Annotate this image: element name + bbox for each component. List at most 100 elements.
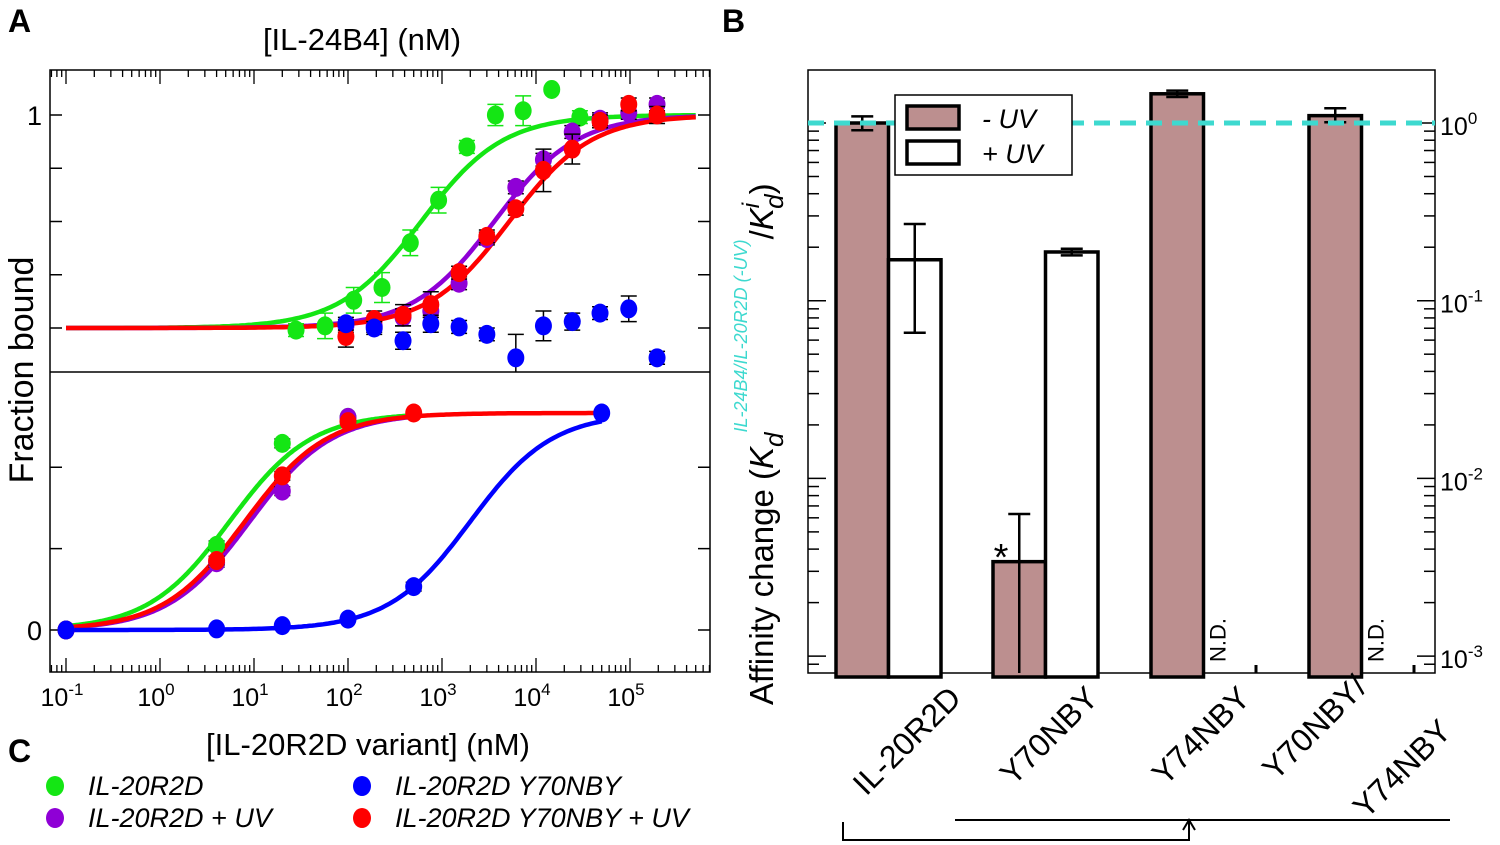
- y-tick-label: 10-3: [1440, 642, 1483, 674]
- legend-label: IL-20R2D Y70NBY: [395, 771, 623, 801]
- data-point-green: [373, 278, 391, 298]
- y-tick-label: 10-1: [1440, 287, 1483, 319]
- data-point-blue: [534, 316, 552, 336]
- x-tick-label: 102: [325, 680, 362, 712]
- data-point-red: [507, 199, 525, 219]
- data-point-green: [208, 535, 226, 555]
- legend-swatch-plus_uv: [905, 139, 961, 166]
- legend-marker-green: [46, 776, 64, 796]
- data-point-purple: [563, 122, 581, 142]
- y-tick-label: 1: [27, 101, 42, 131]
- panel-a-plot: 10-1 100 101 102 103 104 105 1 0: [27, 69, 711, 712]
- bar-minus_uv: [834, 121, 891, 679]
- legend-label: IL-20R2D Y70NBY + UV: [395, 803, 692, 833]
- ylabel-part: IL-24B4/IL-20R2D (-UV): [731, 239, 751, 432]
- data-point-red: [273, 466, 291, 486]
- legend-label: + UV: [982, 139, 1046, 169]
- data-point-green: [543, 79, 561, 99]
- data-point-green: [401, 233, 419, 253]
- data-point-blue: [591, 303, 609, 323]
- data-point-purple: [507, 177, 525, 197]
- data-point-green: [458, 137, 476, 157]
- x-tick-label: 100: [137, 680, 174, 712]
- data-point-red: [648, 105, 666, 125]
- data-point-purple: [273, 481, 291, 501]
- ylabel-part: d: [759, 193, 789, 209]
- data-point-blue: [507, 348, 525, 368]
- legend-label: - UV: [982, 104, 1039, 134]
- data-point-blue: [563, 312, 581, 332]
- category-label: Y74NBY: [1145, 679, 1257, 791]
- bar-minus_uv: [1307, 113, 1364, 679]
- data-point-green: [345, 290, 363, 310]
- legend-marker-blue: [353, 776, 371, 796]
- data-point-red: [394, 305, 412, 325]
- nd-label: N.D.: [1364, 618, 1389, 662]
- category-label: IL-20R2D: [846, 679, 968, 801]
- data-point-blue: [394, 331, 412, 351]
- category-label: Y70NBY: [993, 679, 1105, 791]
- panel-a-xlabel: [IL-20R2D variant] (nM): [206, 727, 530, 762]
- legend-label: IL-20R2D: [88, 771, 204, 801]
- data-point-red: [591, 111, 609, 131]
- panel-b-ylabel: Affinity change (KdIL-24B4/IL-20R2D (-UV…: [731, 183, 789, 705]
- data-point-green: [316, 316, 334, 336]
- x-tick-label: 105: [607, 680, 644, 712]
- ylabel-part: K: [743, 206, 780, 230]
- x-tick-label: 101: [231, 680, 268, 712]
- data-point-blue: [337, 314, 355, 334]
- data-point-blue: [422, 314, 440, 334]
- data-point-red: [450, 263, 468, 283]
- fit-curve-red: [65, 410, 602, 630]
- data-point-green: [486, 105, 504, 125]
- data-point-blue: [208, 619, 226, 639]
- data-point-green: [430, 190, 448, 210]
- data-point-blue: [478, 324, 496, 344]
- category-label: Y74NBY: [1346, 713, 1458, 825]
- category-label: Y70NBY/: [1255, 668, 1374, 787]
- x-tick-label: 103: [419, 680, 456, 712]
- fit-curve-purple: [65, 414, 414, 630]
- bar-minus_uv: [1149, 92, 1206, 679]
- data-point-green: [571, 107, 589, 127]
- data-point-blue: [273, 616, 291, 636]
- data-point-blue: [450, 317, 468, 337]
- data-point-green: [287, 320, 305, 340]
- data-point-green: [273, 433, 291, 453]
- ylabel-part: d: [759, 431, 789, 447]
- ylabel-part: Affinity change (: [743, 469, 780, 705]
- data-point-blue: [593, 403, 611, 423]
- data-point-red: [620, 94, 638, 114]
- y-tick-label: 100: [1440, 109, 1477, 141]
- bar-plus_uv: [1043, 250, 1100, 679]
- data-point-red: [534, 160, 552, 180]
- panel-label-a: A: [8, 3, 31, 39]
- panel-a-ylabel: Fraction bound: [3, 257, 41, 484]
- comparison-bracket: [842, 818, 1196, 841]
- ylabel-part: i: [738, 202, 765, 208]
- panel-b-plot: 100 10-1 10-2 10-3 N.D. N.D. * - UV + UV Affinity…: [731, 69, 1483, 841]
- data-point-blue: [339, 609, 357, 629]
- data-point-blue: [365, 318, 383, 338]
- panel-label-c: C: [8, 733, 31, 769]
- data-point-red: [478, 226, 496, 246]
- legend-swatch-minus_uv: [905, 104, 961, 131]
- data-point-blue: [648, 348, 666, 368]
- data-point-blue: [620, 299, 638, 319]
- ylabel-part: /: [743, 229, 780, 239]
- panel-label-b: B: [722, 3, 745, 39]
- legend-marker-purple: [46, 808, 64, 828]
- data-point-blue: [57, 620, 75, 640]
- x-tick-label: 104: [513, 680, 550, 712]
- significance-star: *: [994, 537, 1009, 579]
- data-point-red: [208, 551, 226, 571]
- data-point-red: [563, 139, 581, 159]
- ylabel-part: K: [743, 445, 780, 469]
- data-point-red: [405, 403, 423, 423]
- data-point-red: [422, 295, 440, 315]
- ylabel-part: ): [743, 183, 780, 194]
- panel-a-title: [IL-24B4] (nM): [263, 22, 461, 57]
- data-point-red: [339, 412, 357, 432]
